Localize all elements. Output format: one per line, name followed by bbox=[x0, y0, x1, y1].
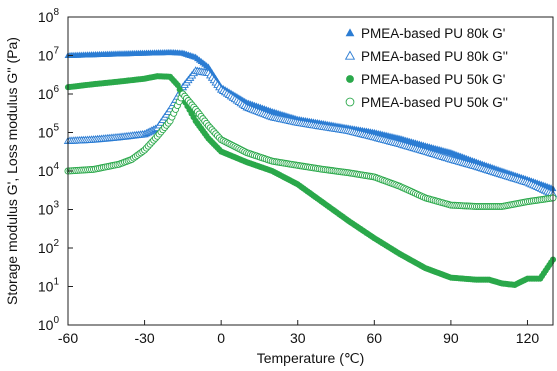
y-tick-label: 106 bbox=[38, 84, 60, 102]
series-layer bbox=[63, 48, 557, 288]
x-tick-label: 0 bbox=[217, 330, 225, 346]
legend-marker bbox=[344, 50, 356, 60]
y-tick-label: 104 bbox=[38, 161, 60, 179]
legend-entry-label: PMEA-based PU 80k G'' bbox=[361, 49, 508, 64]
x-axis-label: Temperature (℃) bbox=[257, 350, 365, 366]
y-axis: 100 101 102 103 104 105 106 107 108 bbox=[38, 7, 73, 333]
x-tick-label: 60 bbox=[367, 330, 383, 346]
y-tick-label: 100 bbox=[38, 315, 60, 333]
legend-entry-label: PMEA-based PU 50k G' bbox=[361, 72, 505, 87]
x-tick-label: -60 bbox=[58, 330, 78, 346]
legend-background bbox=[338, 19, 550, 117]
y-axis-label: Storage modulus G', Loss modulus G'' (Pa… bbox=[4, 37, 20, 305]
x-axis: -60 -30 0 30 60 90 120 bbox=[58, 320, 539, 346]
legend-marker bbox=[345, 28, 355, 37]
x-tick-label: 30 bbox=[290, 330, 306, 346]
legend: PMEA-based PU 80k G' PMEA-based PU 80k G'… bbox=[338, 19, 550, 117]
legend-marker bbox=[346, 75, 354, 83]
x-tick-label: 120 bbox=[516, 330, 540, 346]
y-tick-label: 105 bbox=[38, 123, 60, 141]
y-tick-label: 102 bbox=[38, 238, 60, 256]
y-tick-label: 101 bbox=[38, 277, 60, 295]
series-4 bbox=[64, 90, 557, 210]
series-3 bbox=[64, 73, 557, 288]
y-tick-label: 107 bbox=[38, 46, 60, 64]
legend-entry-label: PMEA-based PU 80k G' bbox=[361, 26, 505, 41]
y-tick-label: 103 bbox=[38, 200, 60, 218]
legend-marker bbox=[345, 97, 355, 107]
x-tick-label: -30 bbox=[134, 330, 154, 346]
x-tick-label: 90 bbox=[443, 330, 459, 346]
y-tick-label: 108 bbox=[38, 7, 60, 25]
legend-entry-label: PMEA-based PU 50k G'' bbox=[361, 95, 508, 110]
